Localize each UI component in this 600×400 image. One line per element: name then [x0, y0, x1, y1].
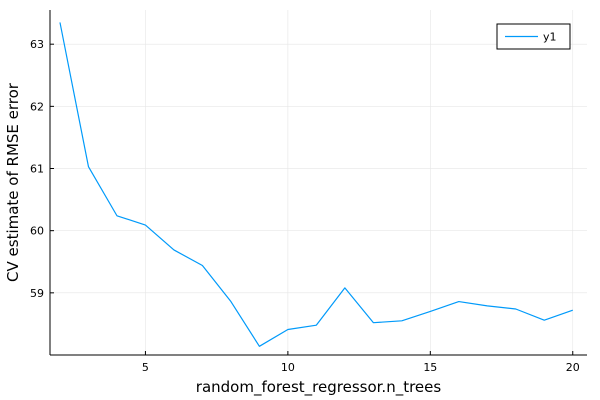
series-line [59, 22, 573, 347]
x-tick-label: 15 [423, 361, 437, 374]
y-tick-label: 62 [30, 100, 44, 113]
x-tick-label: 20 [566, 361, 580, 374]
axes [49, 10, 587, 356]
grid [50, 10, 587, 355]
x-axis-title: random_forest_regressor.n_trees [196, 378, 442, 397]
y-tick-label: 60 [30, 225, 44, 238]
y-axis-title: CV estimate of RMSE error [4, 82, 22, 282]
y-tick-label: 61 [30, 163, 44, 176]
legend-label: y1 [543, 31, 557, 44]
y-tick-label: 63 [30, 38, 44, 51]
x-tick-label: 5 [142, 361, 149, 374]
legend: y1 [496, 23, 571, 50]
x-tick-label: 10 [281, 361, 295, 374]
y-tick-label: 59 [30, 287, 44, 300]
tick-labels: 5 10 15 20 59 60 61 62 63 [30, 38, 580, 374]
series-layer [59, 22, 573, 347]
